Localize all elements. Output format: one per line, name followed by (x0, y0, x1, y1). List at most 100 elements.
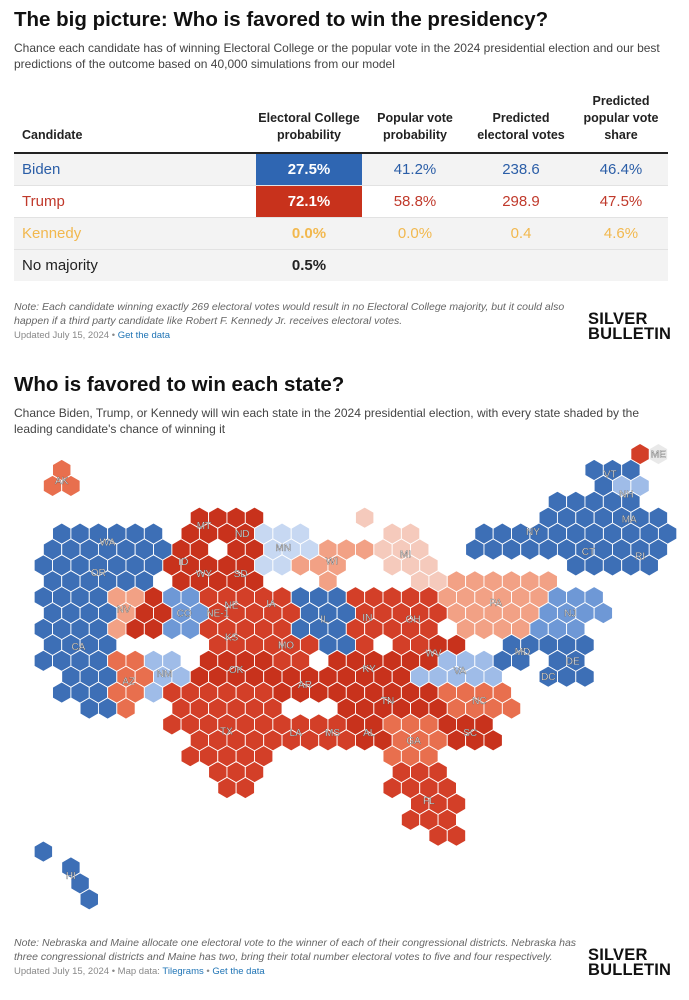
get-data-link[interactable]: Get the data (117, 330, 170, 341)
state-label-or: OR (91, 568, 106, 579)
logo-line-1: SILVER (588, 946, 648, 964)
state-label-mt: MT (197, 521, 211, 532)
hex-tile-hi (79, 888, 99, 911)
state-label-ky: KY (363, 664, 377, 675)
header-predicted-share: Predicted popular vote share (583, 94, 659, 142)
state-label-nv: NV (117, 605, 131, 616)
state-label-ct: CT (582, 547, 595, 558)
predicted-ev-cell: 238.6 (502, 161, 540, 178)
state-label-nh: NH (619, 489, 633, 500)
hex-tile-ri (639, 554, 659, 577)
state-label-ms: MS (325, 728, 340, 739)
tilegrams-link[interactable]: Tilegrams (162, 966, 204, 977)
state-label-wa: WA (100, 538, 116, 549)
state-label-dc: DC (541, 672, 555, 683)
state-label-mi: MI (400, 549, 411, 560)
state-label-hi: HI (66, 871, 76, 882)
predicted-share-cell: 46.4% (599, 161, 643, 178)
hex-tile-fl (446, 824, 467, 847)
separator: • (206, 966, 210, 977)
section2-note: Note: Nebraska and Maine allocate one el… (14, 937, 577, 963)
state-label-nm: NM (157, 669, 173, 680)
section1-updated: Updated July 15, 2024 • Get the data (14, 330, 170, 341)
state-label-la: LA (290, 728, 303, 739)
section1-title: The big picture: Who is favored to win t… (14, 8, 549, 31)
updated-text: Updated July 15, 2024 • (14, 330, 116, 341)
candidate-name: Trump (14, 185, 256, 218)
forecast-table: Candidate Electoral College probability … (14, 93, 668, 281)
hex-tiles (33, 442, 678, 911)
silver-bulletin-logo: SILVER BULLETIN (588, 310, 672, 343)
state-label-mn: MN (275, 543, 291, 554)
predicted-share-cell (574, 249, 668, 281)
header-ec-probability: Electoral College probability (258, 111, 360, 142)
state-label-az: AZ (122, 677, 135, 688)
state-label-ok: OK (229, 665, 244, 676)
hex-tile-wi (355, 538, 375, 561)
predicted-share-cell: 4.6% (574, 217, 668, 250)
candidate-name: No majority (14, 249, 256, 281)
logo-line-2: BULLETIN (588, 325, 672, 343)
predicted-ev-cell: 0.4 (468, 217, 574, 250)
header-predicted-ev: Predicted electoral votes (477, 111, 565, 142)
state-label-in: IN (362, 613, 372, 624)
state-label-ny: NY (526, 527, 540, 538)
get-data-link-2[interactable]: Get the data (212, 966, 265, 977)
state-label-ne: NE (225, 601, 239, 612)
popular-probability-cell: 58.8% (362, 185, 468, 218)
state-label-ak: AK (55, 476, 69, 487)
state-label-ga: GA (406, 736, 421, 747)
state-label-tx: TX (220, 727, 233, 738)
predicted-ev-cell (468, 249, 574, 281)
table-row-trump: Trump 72.1% 58.8% 298.9 47.5% (14, 185, 668, 218)
section2-subtitle: Chance Biden, Trump, or Kennedy will win… (14, 406, 640, 436)
state-label-fl: FL (423, 796, 435, 807)
state-label-ri: RI (635, 551, 645, 562)
state-label-wi: WI (326, 556, 338, 567)
state-label-mo: MO (278, 640, 294, 651)
state-label-oh: OH (406, 614, 421, 625)
hex-tile-dc (538, 665, 558, 688)
state-label-co: CO (177, 609, 192, 620)
state-label-ca: CA (71, 642, 85, 653)
state-label-nj: NJ (564, 609, 576, 620)
section2-updated: Updated July 15, 2024 • Map data: Tilegr… (14, 966, 265, 977)
hex-tile-ak (61, 474, 81, 498)
hex-tile-hi (33, 840, 53, 863)
state-label-nc: NC (472, 696, 486, 707)
hex-tile-nj (593, 601, 613, 625)
logo-line-2: BULLETIN (588, 961, 672, 979)
table-header-row: Candidate Electoral College probability … (14, 93, 668, 153)
state-label-sd: SD (234, 569, 248, 580)
predicted-share-cell: 47.5% (574, 185, 668, 218)
state-label-ks: KS (225, 633, 239, 644)
logo-line-1: SILVER (588, 310, 648, 328)
state-label-wv: WV (425, 648, 441, 659)
hex-tile-tx (235, 776, 255, 800)
hex-tile-md (511, 649, 531, 672)
state-label-sc: SC (463, 728, 477, 739)
hex-tile-sc (483, 729, 503, 752)
table-row-no-majority: No majority 0.5% (14, 249, 668, 281)
hex-tile-nc (501, 697, 522, 720)
hex-tile-de (575, 665, 595, 688)
ec-probability-cell: 72.1% (256, 185, 362, 218)
table-row-biden: Biden 27.5% 41.2% 238.6 46.4% (14, 153, 668, 186)
popular-probability-cell: 0.0% (362, 217, 468, 250)
state-label-vt: VT (604, 470, 617, 481)
state-label-ma: MA (622, 515, 637, 526)
state-label-pa: PA (489, 598, 502, 609)
header-candidate: Candidate (22, 128, 83, 142)
ec-probability-cell: 0.0% (256, 217, 362, 250)
state-label-al: AL (363, 728, 376, 739)
state-label-id: ID (178, 557, 188, 568)
state-label-de: DE (566, 656, 580, 667)
state-label-md: MD (515, 647, 531, 658)
predicted-ev-cell: 298.9 (468, 185, 574, 218)
hex-tile-az (116, 697, 136, 720)
popular-probability-cell (362, 249, 468, 281)
candidate-name: Kennedy (14, 217, 256, 250)
ec-probability-cell: 0.5% (256, 249, 362, 281)
